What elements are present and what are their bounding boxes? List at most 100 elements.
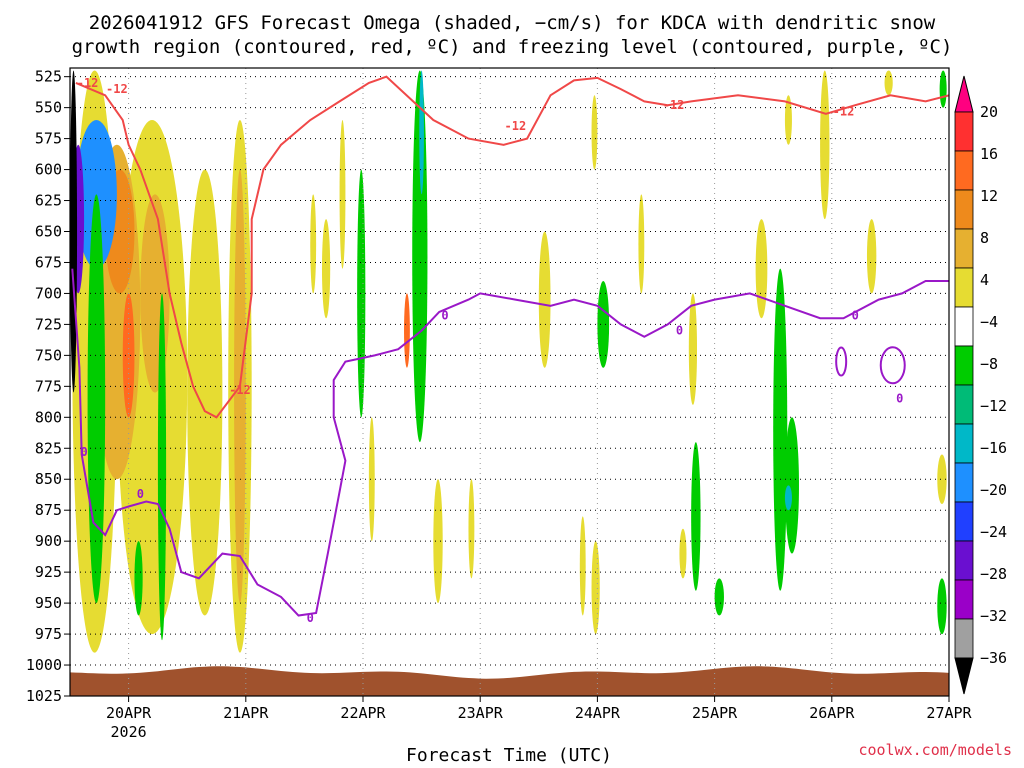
plot-frame <box>69 67 950 697</box>
freezing-contour-label: 0 <box>80 445 87 459</box>
colorbar-label: 20 <box>980 103 998 121</box>
colorbar-label: −8 <box>980 355 998 373</box>
chart-title-line2: growth region (contoured, red, ºC) and f… <box>72 36 953 58</box>
colorbar-label: −28 <box>980 565 1007 583</box>
x-tick-label: 21APR <box>223 704 269 722</box>
colorbar-swatch <box>954 501 974 542</box>
chart-title-line1: 2026041912 GFS Forecast Omega (shaded, −… <box>89 12 936 34</box>
y-tick-label: 650 <box>35 223 62 241</box>
x-tick-label: 24APR <box>575 704 621 722</box>
omega-shade-region <box>820 70 830 220</box>
omega-shade-region <box>937 578 947 635</box>
omega-shade-region <box>87 194 106 604</box>
y-tick-label: 1025 <box>26 687 62 705</box>
colorbar-swatch <box>954 228 974 269</box>
y-tick-label: 750 <box>35 346 62 364</box>
omega-shade-region <box>591 541 600 635</box>
freezing-contour-label: 0 <box>896 392 903 406</box>
freezing-level-loop <box>835 346 848 377</box>
surface-terrain <box>70 666 949 696</box>
y-tick-label: 975 <box>35 625 62 643</box>
y-tick-label: 725 <box>35 315 62 333</box>
omega-shade-region <box>357 169 366 418</box>
omega-shade-region <box>538 231 551 368</box>
colorbar-label: 8 <box>980 229 989 247</box>
omega-shade-region <box>714 578 724 616</box>
colorbar-label: −16 <box>980 439 1007 457</box>
omega-shade-region <box>339 120 346 269</box>
omega-shade-region <box>134 541 143 616</box>
contour-layer: -12 -12 -12 -12 -12 -12 0 0 0 0 0 0 0 <box>71 75 949 625</box>
colorbar-swatch <box>954 306 974 347</box>
dgz-contour-label: -12 <box>229 383 251 397</box>
colorbar-label: −32 <box>980 607 1007 625</box>
y-tick-label: 875 <box>35 501 62 519</box>
colorbar-label: 16 <box>980 145 998 163</box>
freezing-level-loop <box>879 346 906 385</box>
dgz-contour-line <box>75 75 949 419</box>
omega-shade-region <box>404 293 410 368</box>
colorbar-swatch <box>954 111 974 152</box>
omega-shade-region <box>468 479 475 579</box>
colorbar-swatch <box>954 189 974 230</box>
colorbar-swatch <box>954 345 974 386</box>
freezing-contour-label: 0 <box>852 309 859 323</box>
omega-shade-region <box>784 417 799 554</box>
colorbar-bottom-arrow <box>954 657 974 695</box>
x-tick-label: 25APR <box>692 704 738 722</box>
dgz-contour-label: -12 <box>106 82 128 96</box>
omega-shade-region <box>884 70 893 96</box>
colorbar-label: 12 <box>980 187 998 205</box>
omega-shade-region <box>368 417 375 542</box>
y-tick-label: 575 <box>35 130 62 148</box>
x-tick-label: 20APR <box>106 704 152 722</box>
y-tick-label: 925 <box>35 563 62 581</box>
colorbar-label: −20 <box>980 481 1007 499</box>
omega-shade-region <box>773 268 788 591</box>
terrain-fill <box>70 666 949 696</box>
x-axis-ticks: 20APR 21APR 22APR 23APR 24APR 25APR 26APR 27APR… <box>106 696 973 741</box>
omega-shading <box>70 70 947 653</box>
omega-shade-region <box>412 70 428 443</box>
x-tick-label: 23APR <box>458 704 504 722</box>
y-tick-label: 825 <box>35 439 62 457</box>
colorbar-swatch <box>954 150 974 191</box>
dgz-contour-label: -12 <box>663 98 685 112</box>
x-tick-label: 26APR <box>809 704 855 722</box>
omega-shade-region <box>597 281 610 368</box>
y-tick-label: 1000 <box>26 656 62 674</box>
x-tick-label: 27APR <box>926 704 972 722</box>
colorbar-swatch <box>954 384 974 425</box>
omega-shade-region <box>419 70 424 195</box>
omega-shade-region <box>679 528 687 579</box>
omega-shade-region <box>939 70 947 108</box>
omega-shade-region <box>937 454 947 505</box>
y-tick-label: 550 <box>35 99 62 117</box>
dgz-contour-label: -12 <box>77 76 99 90</box>
y-tick-label: 675 <box>35 253 62 271</box>
colorbar-swatch <box>954 423 974 464</box>
colorbar-swatch <box>954 267 974 308</box>
omega-shade-region <box>866 219 877 294</box>
x-tick-label: 22APR <box>340 704 386 722</box>
colorbar-top-arrow <box>954 75 974 113</box>
y-tick-label: 775 <box>35 377 62 395</box>
colorbar-swatch <box>954 540 974 581</box>
colorbar-label: −4 <box>980 313 998 331</box>
omega-shade-region <box>591 95 598 170</box>
x-year-label: 2026 <box>111 723 147 741</box>
credit-text[interactable]: coolwx.com/models <box>858 741 1012 759</box>
dgz-contour-label: -12 <box>505 119 527 133</box>
y-tick-label: 525 <box>35 68 62 86</box>
colorbar-label: 4 <box>980 271 989 289</box>
colorbar-label: −24 <box>980 523 1007 541</box>
freezing-contour-label: 0 <box>441 309 448 323</box>
omega-shade-region <box>691 442 701 591</box>
omega-shade-region <box>755 219 768 319</box>
omega-shade-region <box>688 293 698 405</box>
colorbar-label: −12 <box>980 397 1007 415</box>
colorbar-swatch <box>954 579 974 620</box>
freezing-level-contour-line <box>71 268 949 617</box>
